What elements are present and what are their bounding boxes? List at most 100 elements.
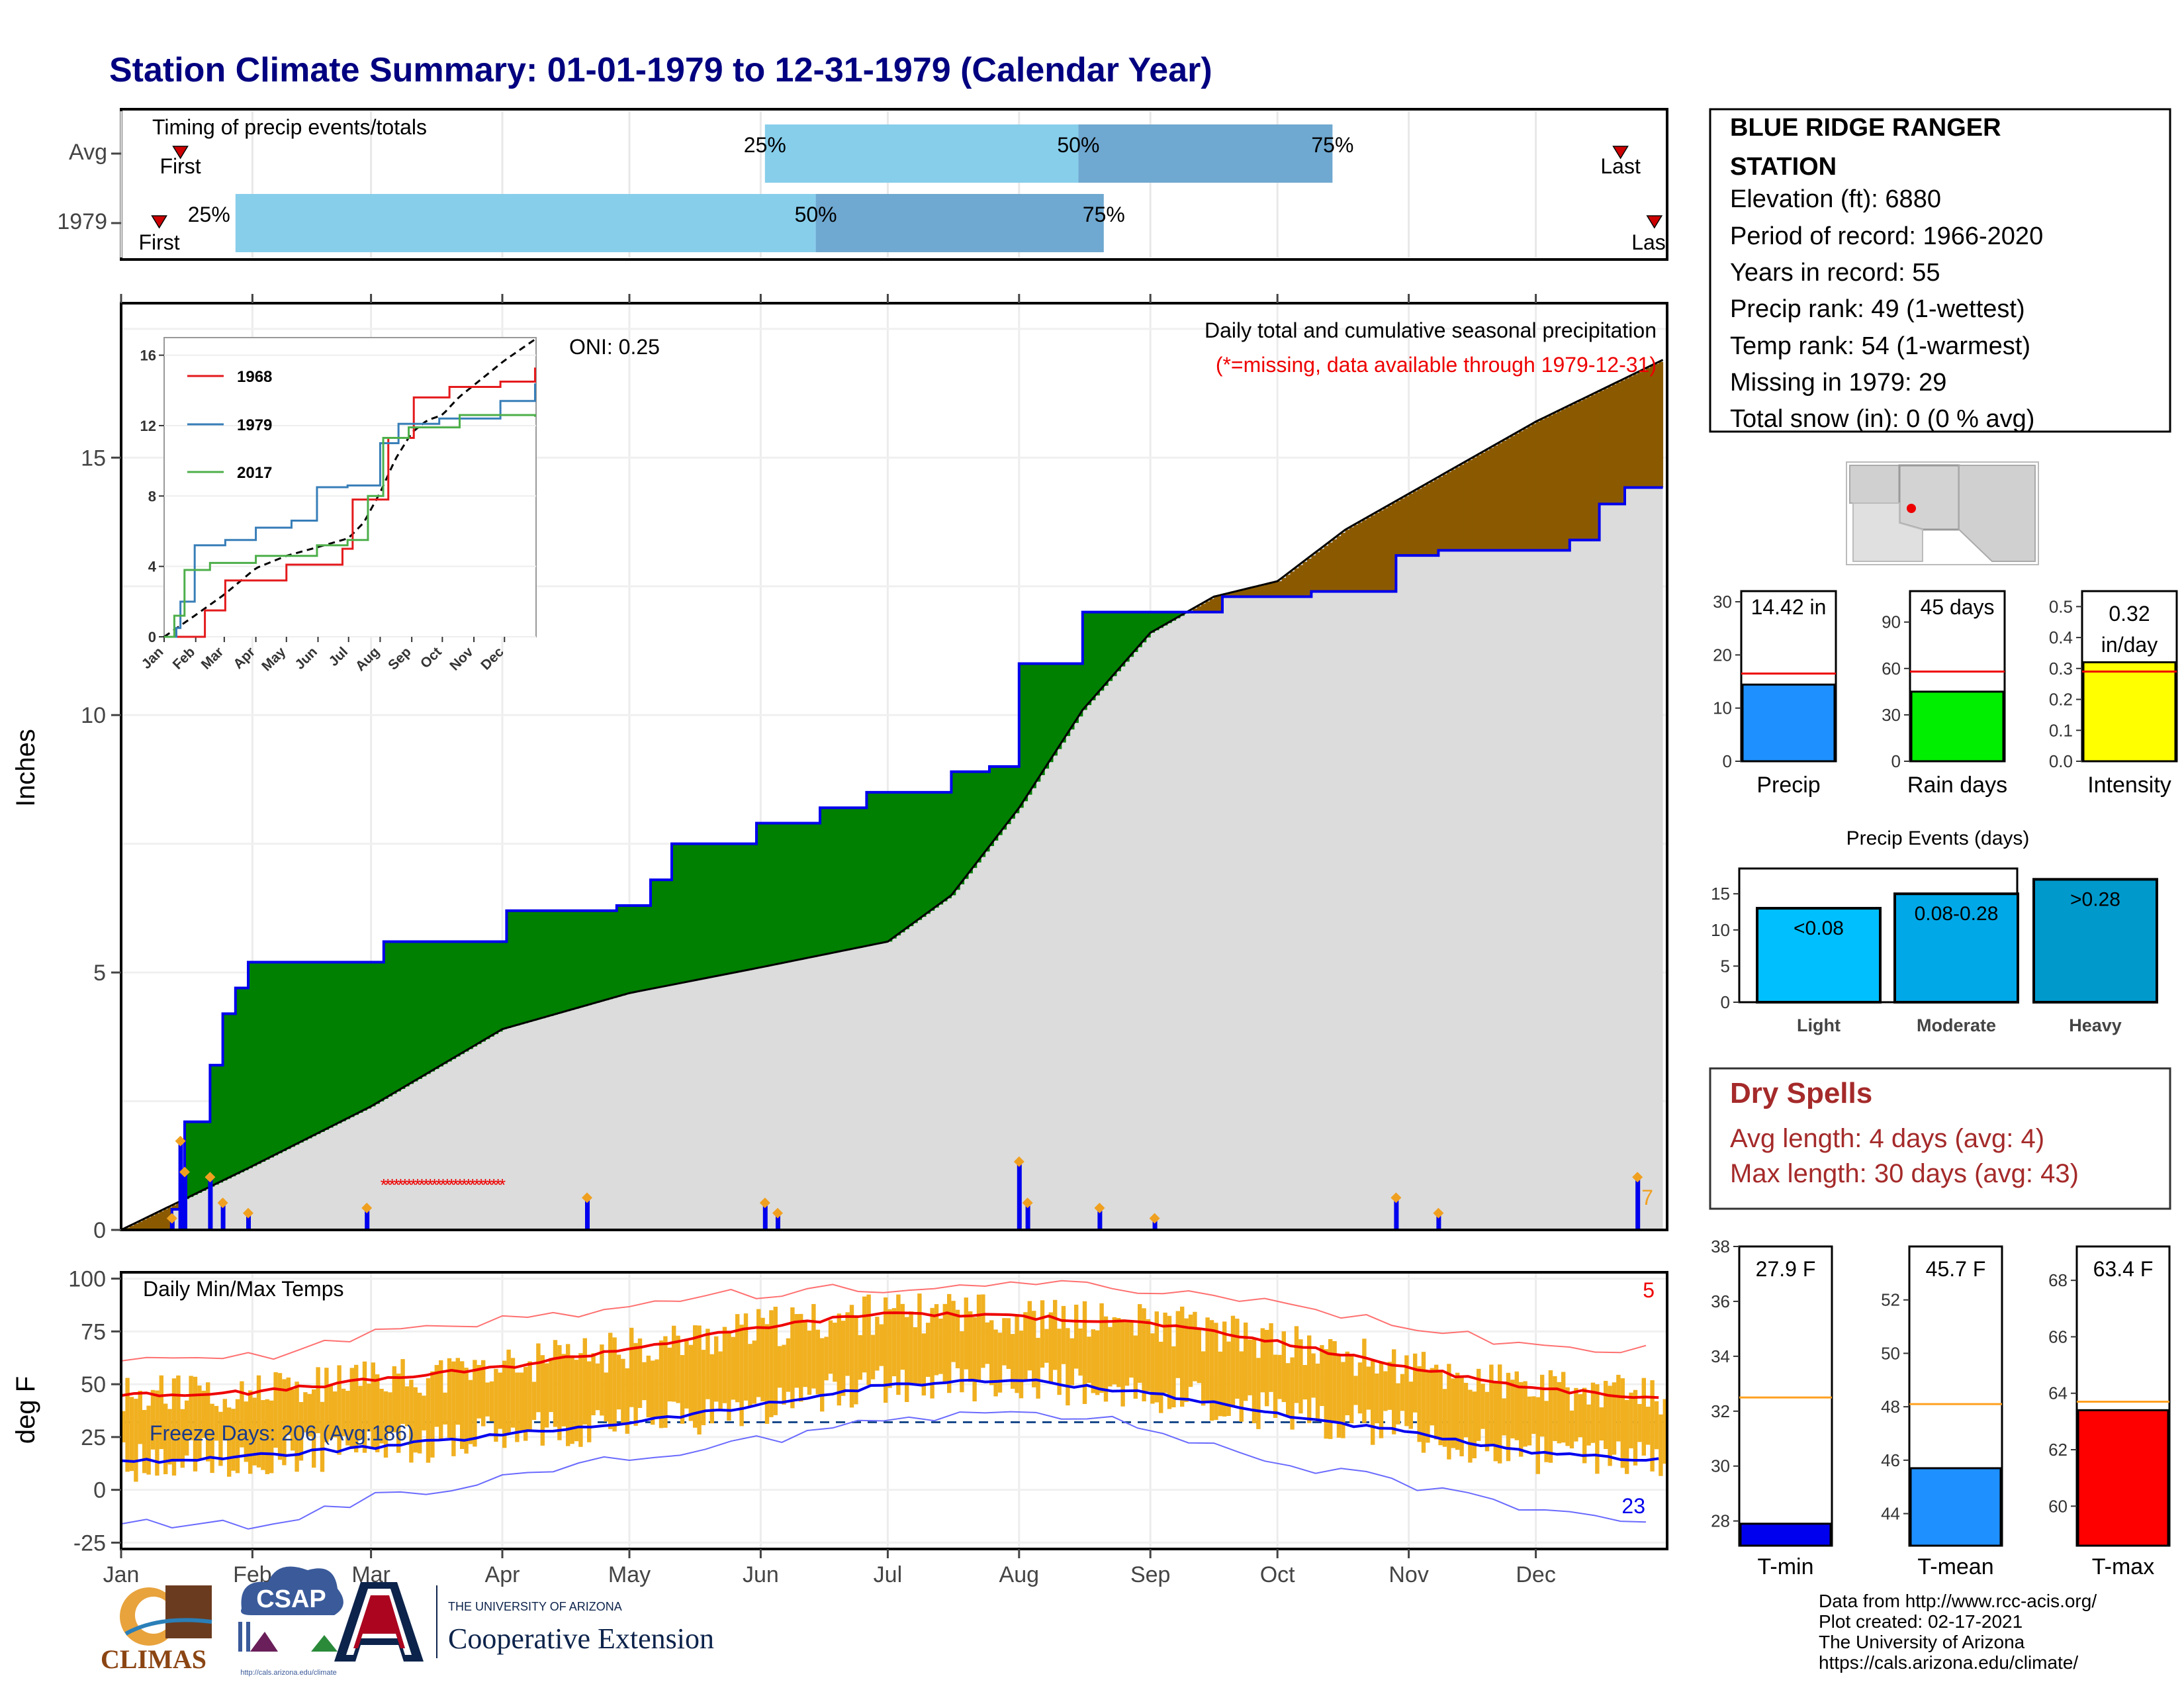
summary-bar-group-2: 0.32 in/day 0.0 0.1 0.2 0.3 0.4 0.5 Intensity [2049, 590, 2178, 798]
temp-summary-group-0: 27.9 F 28 30 32 34 36 38 T-min [1711, 1237, 1833, 1579]
below-avg-segment [1625, 378, 1629, 488]
above-avg-segment [570, 910, 575, 1010]
below-avg-segment [1387, 505, 1392, 592]
events-ytick-label: 5 [1721, 956, 1730, 976]
below-avg-segment [1413, 491, 1418, 556]
above-avg-segment [803, 823, 808, 959]
daily-temp-bar [1184, 1318, 1189, 1402]
daily-temp-bar [659, 1340, 664, 1429]
daily-temp-bar [794, 1314, 799, 1388]
above-avg-segment [1006, 767, 1011, 825]
summary-bar-value [1741, 683, 1836, 763]
daily-temp-bar [955, 1309, 960, 1369]
daily-temp-bar [1298, 1339, 1303, 1414]
above-avg-segment [231, 1013, 236, 1177]
above-avg-segment [815, 823, 821, 957]
daily-temp-bar [849, 1305, 854, 1408]
ua-big-text: Cooperative Extension [448, 1622, 714, 1655]
above-avg-segment [1133, 612, 1138, 652]
daily-temp-bar [866, 1294, 871, 1385]
temp-ytick-label: 0 [93, 1478, 106, 1503]
above-avg-segment [430, 941, 435, 1072]
daily-temp-bar [1345, 1351, 1349, 1415]
daily-temp-bar [1171, 1346, 1176, 1408]
temp-summary-ytick-label: 32 [1711, 1401, 1730, 1421]
daily-temp-bar [697, 1325, 702, 1435]
heavy-precip-marker [361, 1202, 373, 1213]
daily-temp-bar [1307, 1335, 1312, 1423]
above-avg-segment [845, 808, 850, 951]
below-avg-segment [1477, 455, 1481, 551]
above-avg-segment [557, 910, 563, 1014]
daily-temp-bar [345, 1391, 350, 1446]
daily-temp-bar [1510, 1380, 1515, 1438]
above-avg-segment [997, 767, 1003, 835]
daily-temp-bar [629, 1327, 634, 1407]
temp-ylabel: deg F [11, 1376, 40, 1444]
daily-temp-bar [688, 1344, 693, 1421]
daily-temp-bar [307, 1393, 312, 1436]
precip-ytick-label: 0 [93, 1218, 106, 1243]
above-avg-segment [1061, 663, 1066, 743]
daily-temp-bar [1302, 1365, 1307, 1400]
daily-temp-bar [727, 1333, 731, 1421]
below-avg-segment [1311, 555, 1316, 592]
daily-temp-bar [891, 1308, 897, 1377]
above-avg-segment [460, 941, 465, 1055]
above-avg-segment [900, 792, 905, 933]
dry-spells-title: Dry Spells [1730, 1077, 1872, 1109]
below-avg-segment [1557, 411, 1562, 551]
daily-temp-bar [142, 1409, 147, 1474]
below-avg-segment [1332, 539, 1338, 592]
daily-temp-bar [570, 1355, 574, 1444]
above-avg-segment [409, 941, 414, 1084]
missing-marker: * [495, 1175, 502, 1195]
above-avg-segment [1112, 612, 1117, 677]
summary-bar-ytick-label: 0.0 [2049, 751, 2073, 771]
daily-temp-bar [905, 1317, 909, 1402]
daily-temp-bar [968, 1311, 973, 1382]
year-cumulative-line [121, 486, 1663, 1231]
above-avg-segment [400, 941, 406, 1089]
below-avg-segment [1375, 512, 1380, 592]
above-avg-segment [1154, 612, 1160, 631]
below-avg-segment [1438, 477, 1443, 551]
daily-temp-bar [523, 1366, 528, 1441]
above-avg-segment [684, 843, 690, 982]
heavy-precip-marker [1632, 1172, 1643, 1183]
heavy-precip-marker [205, 1172, 216, 1183]
below-avg-segment [1510, 436, 1516, 551]
missing-marker: * [418, 1175, 425, 1195]
daily-temp-bar [820, 1338, 825, 1412]
daily-temp-bar [286, 1377, 291, 1436]
daily-precip-bar [1025, 1204, 1030, 1230]
above-avg-segment [540, 910, 545, 1019]
daily-temp-bar [261, 1400, 265, 1470]
daily-temp-bar [718, 1351, 723, 1409]
daily-temp-bar [531, 1382, 537, 1421]
daily-temp-bar [392, 1366, 396, 1432]
heavy-precip-marker [179, 1166, 190, 1178]
daily-temp-bar [1544, 1401, 1549, 1462]
above-avg-segment [434, 941, 439, 1069]
above-avg-segment [527, 910, 533, 1022]
daily-temp-bar [358, 1385, 363, 1440]
below-avg-segment [1383, 508, 1388, 592]
above-avg-segment [930, 792, 935, 911]
daily-temp-bar [1133, 1335, 1138, 1399]
above-avg-segment [320, 962, 325, 1132]
temp-summary-ytick-label: 52 [1881, 1290, 1900, 1310]
below-avg-segment [1396, 500, 1401, 556]
above-avg-segment [561, 910, 567, 1013]
daily-temp-bar [291, 1389, 295, 1451]
inset-ytick-label: 0 [148, 629, 156, 645]
below-avg-segment [1404, 496, 1410, 556]
daily-temp-bar [807, 1331, 812, 1395]
above-avg-segment [773, 823, 778, 965]
above-avg-segment [549, 910, 554, 1016]
above-avg-segment [667, 880, 672, 986]
above-avg-segment [735, 843, 740, 972]
daily-temp-bar [663, 1336, 668, 1428]
below-avg-segment [1565, 407, 1570, 551]
inset-ytick-label: 8 [148, 488, 156, 504]
